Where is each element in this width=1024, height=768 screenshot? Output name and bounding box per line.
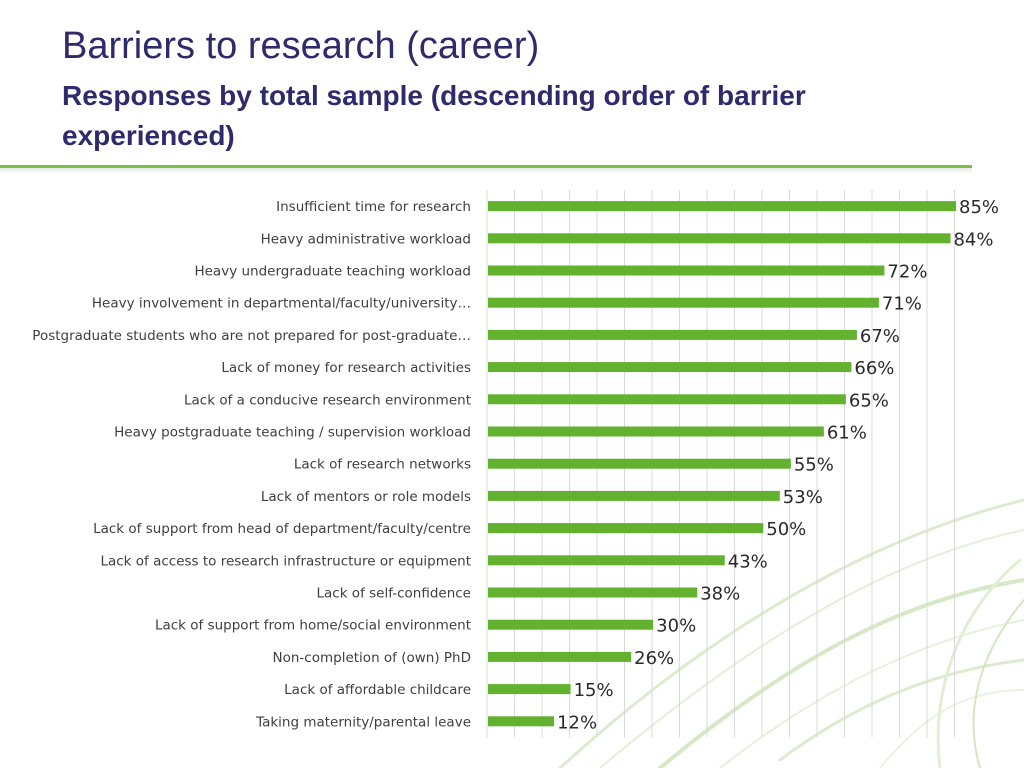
value-label: 43%	[728, 551, 768, 572]
value-label: 61%	[827, 423, 867, 444]
value-label: 53%	[783, 487, 823, 508]
bar-9	[488, 458, 791, 469]
value-label: 84%	[953, 229, 993, 250]
value-label: 85%	[959, 197, 999, 218]
category-label: Lack of access to research infrastructur…	[100, 553, 471, 569]
value-label: 12%	[557, 712, 597, 733]
category-label: Lack of research networks	[294, 457, 471, 473]
value-label: 26%	[634, 648, 674, 669]
category-label: Lack of self-confidence	[316, 586, 471, 602]
barriers-bar-chart: Insufficient time for research 85% Heavy a…	[32, 190, 999, 738]
bar-13	[488, 587, 698, 598]
category-label: Heavy administrative workload	[261, 231, 471, 247]
category-label: Insufficient time for research	[276, 199, 471, 215]
bar-2	[488, 233, 951, 244]
value-label: 72%	[887, 262, 927, 283]
slide-title: Barriers to research (career)	[62, 25, 540, 67]
category-label: Lack of affordable childcare	[284, 682, 471, 698]
bar-6	[488, 362, 852, 373]
value-label: 67%	[860, 326, 900, 347]
bar-14	[488, 619, 654, 630]
title-divider-line	[0, 165, 972, 168]
bar-11	[488, 523, 764, 534]
value-label: 55%	[794, 455, 834, 476]
bar-10	[488, 490, 780, 501]
category-label: Lack of support from head of department/…	[93, 521, 471, 537]
value-label: 38%	[700, 584, 740, 605]
value-label: 30%	[656, 616, 696, 637]
value-label: 66%	[854, 358, 894, 379]
bar-4	[488, 297, 879, 308]
value-label: 50%	[766, 519, 806, 540]
bar-17	[488, 716, 555, 727]
category-label: Postgraduate students who are not prepar…	[32, 328, 471, 344]
category-label: Heavy involvement in departmental/facult…	[92, 296, 471, 312]
bar-15	[488, 651, 632, 662]
bar-3	[488, 265, 885, 276]
value-label: 15%	[574, 680, 614, 701]
category-label: Lack of a conducive research environment	[184, 392, 471, 408]
category-label: Lack of mentors or role models	[261, 489, 471, 505]
title-divider-shadow	[0, 168, 972, 174]
bar-1	[488, 201, 956, 212]
category-label: Heavy undergraduate teaching workload	[194, 264, 471, 280]
bar-7	[488, 394, 846, 405]
bar-16	[488, 684, 571, 695]
category-label: Taking maternity/parental leave	[255, 714, 471, 730]
bar-5	[488, 329, 857, 340]
category-label: Non-completion of (own) PhD	[273, 650, 471, 666]
value-label: 71%	[882, 294, 922, 315]
category-label: Lack of money for research activities	[221, 360, 471, 376]
category-label: Lack of support from home/social environ…	[155, 618, 471, 634]
bar-12	[488, 555, 725, 566]
value-label: 65%	[849, 390, 889, 411]
bar-8	[488, 426, 824, 437]
category-label: Heavy postgraduate teaching / supervisio…	[114, 425, 471, 441]
slide-subtitle: Responses by total sample (descending or…	[62, 80, 806, 151]
